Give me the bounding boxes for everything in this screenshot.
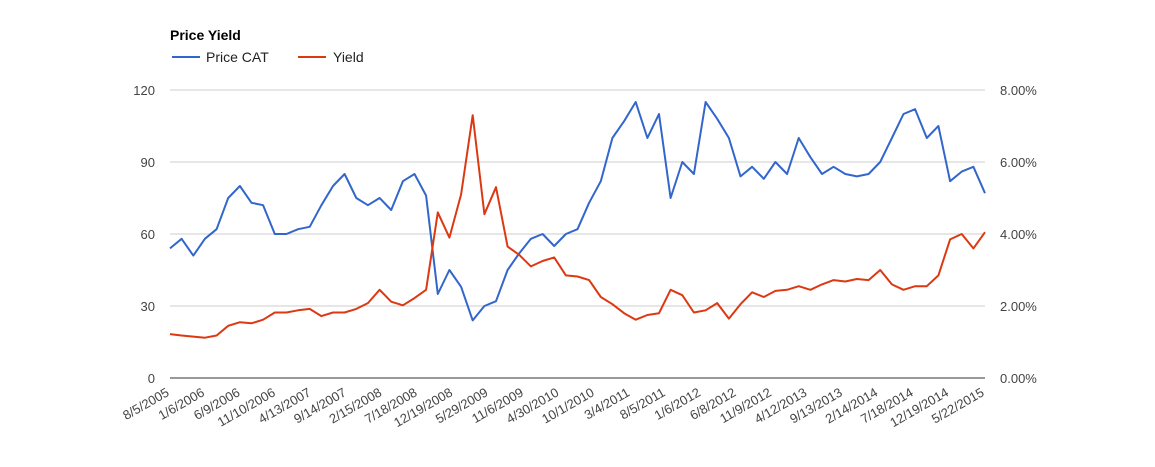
right-tick-label: 2.00% [1000,299,1037,314]
chart-title: Price Yield [170,27,241,43]
legend-label-yield[interactable]: Yield [333,49,364,65]
right-tick-label: 6.00% [1000,155,1037,170]
gridlines [170,89,985,379]
left-tick-label: 30 [141,299,155,314]
series-line-yield[interactable] [169,114,986,339]
series-line-price[interactable] [169,101,986,322]
plot-lines [169,101,986,339]
right-axis-ticks: 0.00% 2.00% 4.00% 6.00% 8.00% [1000,83,1037,386]
left-tick-label: 120 [133,83,155,98]
legend-label-price[interactable]: Price CAT [206,49,269,65]
right-tick-label: 4.00% [1000,227,1037,242]
right-tick-label: 0.00% [1000,371,1037,386]
left-axis-ticks: 0 30 60 90 120 [133,83,155,386]
right-tick-label: 8.00% [1000,83,1037,98]
left-tick-label: 0 [148,371,155,386]
left-tick-label: 90 [141,155,155,170]
legend[interactable]: Price CAT Yield [172,49,364,65]
x-axis-ticks: 8/5/20051/6/20066/9/200611/10/20064/13/2… [120,385,986,431]
left-tick-label: 60 [141,227,155,242]
